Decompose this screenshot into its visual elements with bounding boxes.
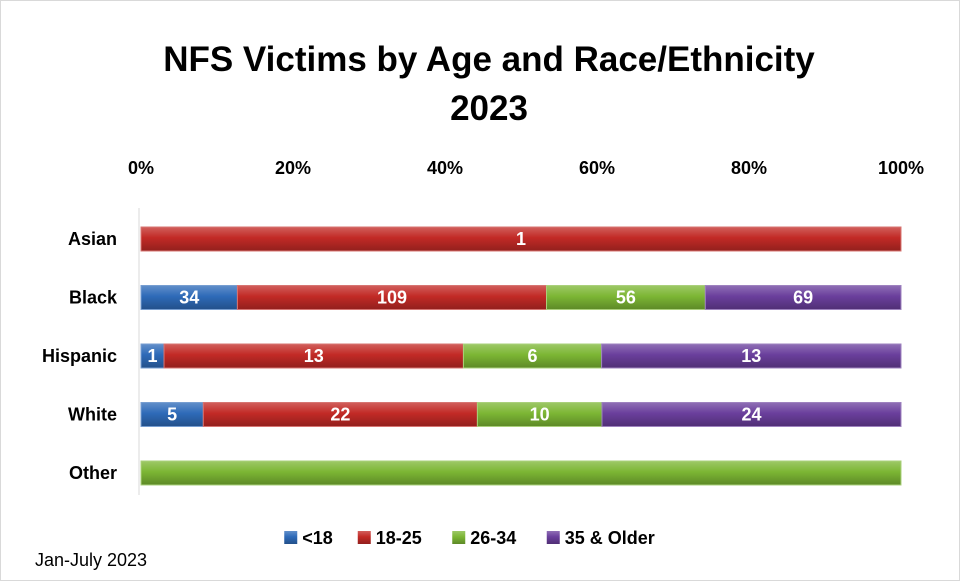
bar-segments [140, 226, 902, 486]
bar-segment [704, 285, 902, 310]
data-label: 56 [616, 288, 636, 308]
x-tick-label: 40% [427, 158, 463, 178]
bar-segment [140, 285, 238, 310]
x-tick-label: 0% [128, 158, 154, 178]
bar-segment [140, 226, 902, 252]
legend-label: 35 & Older [565, 528, 655, 548]
data-label: 34 [179, 288, 199, 308]
legend-label: <18 [302, 528, 333, 548]
category-label: Other [69, 463, 117, 483]
bar-segment [601, 402, 902, 427]
bar-segment [140, 460, 902, 486]
bar-segment [601, 343, 902, 369]
x-tick-label: 80% [731, 158, 767, 178]
bar-segment [236, 285, 548, 310]
category-label: Hispanic [42, 346, 117, 366]
category-label: White [68, 405, 117, 425]
chart-subtitle: 2023 [450, 89, 528, 128]
data-label: 10 [530, 405, 550, 425]
bar-segment [476, 402, 603, 427]
legend-swatch [284, 531, 298, 544]
data-label: 6 [528, 346, 538, 366]
x-tick-label: 60% [579, 158, 615, 178]
legend-swatch [357, 531, 371, 544]
category-label: Asian [68, 229, 117, 249]
data-label: 24 [741, 405, 761, 425]
legend-swatch [452, 531, 466, 544]
legend-swatch [546, 531, 560, 544]
bar-segment [202, 402, 478, 427]
data-label: 69 [793, 288, 813, 308]
category-labels: Asian Black Hispanic White Other [42, 229, 118, 483]
category-label: Black [69, 288, 118, 308]
legend: <18 18-25 26-34 35 & Older [284, 528, 655, 548]
legend-label: 18-25 [376, 528, 422, 548]
chart-title: NFS Victims by Age and Race/Ethnicity [163, 40, 815, 79]
x-axis-ticks: 0% 20% 40% 60% 80% 100% [128, 158, 924, 178]
legend-label: 26-34 [470, 528, 516, 548]
data-labels: 1 34 109 56 69 1 13 6 13 5 22 10 24 [148, 229, 814, 425]
data-label: 5 [167, 405, 177, 425]
data-label: 22 [330, 405, 350, 425]
x-tick-label: 100% [878, 158, 924, 178]
x-tick-label: 20% [275, 158, 311, 178]
data-label: 13 [741, 346, 761, 366]
bar-segment [163, 343, 464, 369]
data-label: 109 [377, 288, 407, 308]
data-label: 1 [148, 346, 158, 366]
data-label: 1 [516, 229, 526, 249]
footnote: Jan-July 2023 [35, 550, 148, 570]
data-label: 13 [304, 346, 324, 366]
